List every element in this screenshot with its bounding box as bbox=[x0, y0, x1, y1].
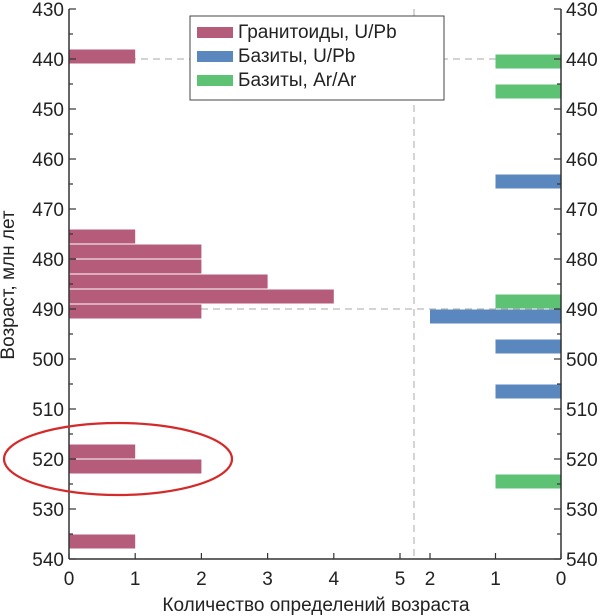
annotations bbox=[2, 421, 234, 497]
bar-granitoids-1 bbox=[69, 229, 136, 244]
legend-label-0: Гранитоиды, U/Pb bbox=[238, 22, 397, 43]
y-tick-label-left-540: 540 bbox=[32, 550, 64, 571]
highlight-ellipse bbox=[2, 421, 234, 497]
y-tick-label-left-500: 500 bbox=[32, 350, 64, 371]
y-tick-label-right-520: 520 bbox=[566, 450, 598, 471]
legend-swatch-1 bbox=[197, 51, 233, 62]
y-tick-label-left-510: 510 bbox=[32, 400, 64, 421]
bar-granitoids-4 bbox=[69, 274, 268, 289]
y-tick-label-right-500: 500 bbox=[566, 350, 598, 371]
bar-granitoids-7 bbox=[69, 444, 136, 459]
y-tick-label-right-480: 480 bbox=[566, 250, 598, 271]
bars bbox=[69, 49, 561, 549]
bar-granitoids-2 bbox=[69, 244, 202, 259]
x-tick-label-left-5: 5 bbox=[395, 569, 406, 590]
bar-granitoids-9 bbox=[69, 534, 136, 549]
y-tick-label-right-430: 430 bbox=[566, 0, 598, 21]
y-tick-label-left-470: 470 bbox=[32, 200, 64, 221]
y-tick-label-left-520: 520 bbox=[32, 450, 64, 471]
legend-label-1: Базиты, U/Pb bbox=[238, 46, 355, 67]
bar-granitoids-0 bbox=[69, 49, 136, 64]
x-tick-label-left-3: 3 bbox=[262, 569, 273, 590]
y-tick-label-right-490: 490 bbox=[566, 300, 598, 321]
bar-basites-arar-3 bbox=[495, 474, 561, 489]
bar-granitoids-6 bbox=[69, 304, 202, 319]
axes bbox=[68, 8, 562, 560]
x-tick-label-right-1: 1 bbox=[490, 569, 501, 590]
y-tick-label-left-430: 430 bbox=[32, 0, 64, 21]
y-tick-label-right-540: 540 bbox=[566, 550, 598, 571]
y-tick-label-left-450: 450 bbox=[32, 100, 64, 121]
bar-basites-arar-2 bbox=[495, 294, 561, 309]
y-tick-label-right-450: 450 bbox=[566, 100, 598, 121]
y-tick-label-left-530: 530 bbox=[32, 500, 64, 521]
x-tick-label-left-0: 0 bbox=[64, 569, 75, 590]
y-tick-label-right-440: 440 bbox=[566, 50, 598, 71]
bar-basites-upb-1 bbox=[430, 309, 561, 324]
y-axis-label: Возраст, млн лет bbox=[0, 210, 19, 359]
y-tick-label-left-480: 480 bbox=[32, 250, 64, 271]
legend: Гранитоиды, U/Pb Базиты, U/Pb Базиты, Ar/A… bbox=[189, 15, 445, 101]
x-tick-label-right-0: 0 bbox=[556, 569, 567, 590]
y-tick-label-left-460: 460 bbox=[32, 150, 64, 171]
legend-swatch-0 bbox=[197, 27, 233, 38]
y-tick-label-right-530: 530 bbox=[566, 500, 598, 521]
y-tick-label-right-470: 470 bbox=[566, 200, 598, 221]
legend-label-2: Базиты, Ar/Ar bbox=[238, 70, 357, 91]
bar-granitoids-8 bbox=[69, 459, 202, 474]
bar-basites-upb-3 bbox=[495, 384, 561, 399]
bar-basites-arar-0 bbox=[495, 54, 561, 69]
y-tick-label-right-460: 460 bbox=[566, 150, 598, 171]
bar-granitoids-5 bbox=[69, 289, 334, 304]
x-tick-label-left-2: 2 bbox=[196, 569, 207, 590]
legend-swatch-2 bbox=[197, 75, 233, 86]
x-axis-label: Количество определений возраста bbox=[162, 595, 470, 616]
x-tick-label-left-1: 1 bbox=[130, 569, 141, 590]
x-tick-label-left-4: 4 bbox=[329, 569, 340, 590]
bar-granitoids-3 bbox=[69, 259, 202, 274]
y-tick-label-left-440: 440 bbox=[32, 50, 64, 71]
bar-basites-arar-1 bbox=[495, 84, 561, 99]
y-tick-label-right-510: 510 bbox=[566, 400, 598, 421]
bar-basites-upb-2 bbox=[495, 339, 561, 354]
y-tick-label-left-490: 490 bbox=[32, 300, 64, 321]
bar-basites-upb-0 bbox=[495, 174, 561, 189]
x-tick-label-right-2: 2 bbox=[425, 569, 436, 590]
